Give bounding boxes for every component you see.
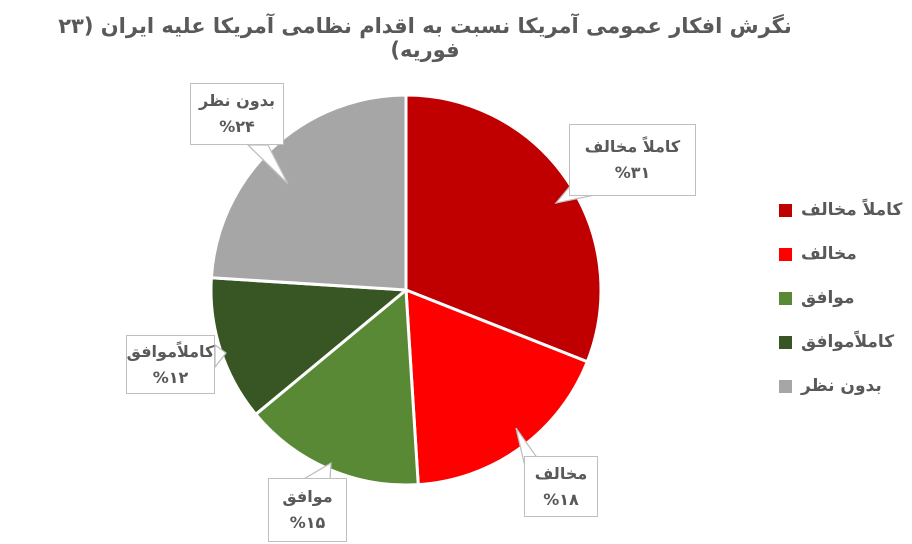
- callout-oppose-value: %۱۸: [543, 489, 579, 509]
- callout-oppose: مخالف %۱۸: [524, 456, 598, 517]
- callout-strongly-agree-label: کاملاًموافق: [126, 341, 215, 361]
- legend-label-agree: موافق: [801, 288, 855, 308]
- callout-strongly-agree-value: %۱۲: [152, 367, 189, 387]
- callout-agree: موافق %۱۵: [268, 478, 347, 542]
- legend-label-oppose: مخالف: [801, 244, 857, 264]
- legend-item-oppose: مخالف: [779, 244, 902, 264]
- callout-strongly-oppose-label: کاملاً مخالف: [584, 137, 681, 156]
- callout-agree-label: موافق: [282, 487, 333, 506]
- callout-oppose-label: مخالف: [534, 463, 588, 483]
- legend-label-strongly-oppose: کاملاً مخالف: [801, 200, 903, 220]
- legend-swatch-strongly-agree: [779, 335, 792, 349]
- chart-title: نگرش افکار عمومی آمریکا نسبت به اقدام نظ…: [58, 14, 792, 62]
- legend-swatch-strongly-oppose: [779, 203, 792, 217]
- legend-item-strongly-oppose: کاملاً مخالف: [779, 200, 902, 220]
- legend-swatch-agree: [779, 291, 792, 305]
- pie-slice: [209, 93, 408, 292]
- legend-item-agree: موافق: [779, 288, 902, 308]
- callout-no-opinion: بدون نظر %۲۴: [190, 83, 284, 145]
- callout-strongly-agree: کاملاًموافق %۱۲: [126, 335, 215, 394]
- legend-item-no-opinion: بدون نظر: [779, 376, 902, 396]
- callout-strongly-oppose-value: %۳۱: [614, 163, 651, 182]
- legend-label-no-opinion: بدون نظر: [801, 376, 882, 396]
- pie-slice: [404, 93, 603, 364]
- callout-agree-value: %۱۵: [289, 513, 326, 532]
- legend-swatch-oppose: [779, 247, 792, 261]
- callout-strongly-oppose: کاملاً مخالف %۳۱: [569, 124, 696, 196]
- callout-pointer: [214, 343, 227, 369]
- legend-swatch-no-opinion: [779, 379, 792, 393]
- chart-legend: کاملاً مخالف مخالف موافق کاملاًموافق بدو…: [779, 200, 902, 396]
- callout-pointer: [246, 144, 289, 185]
- callout-no-opinion-label: بدون نظر: [199, 91, 275, 110]
- legend-label-strongly-agree: کاملاًموافق: [801, 332, 895, 352]
- legend-item-strongly-agree: کاملاًموافق: [779, 332, 902, 352]
- callout-no-opinion-value: %۲۴: [219, 117, 255, 136]
